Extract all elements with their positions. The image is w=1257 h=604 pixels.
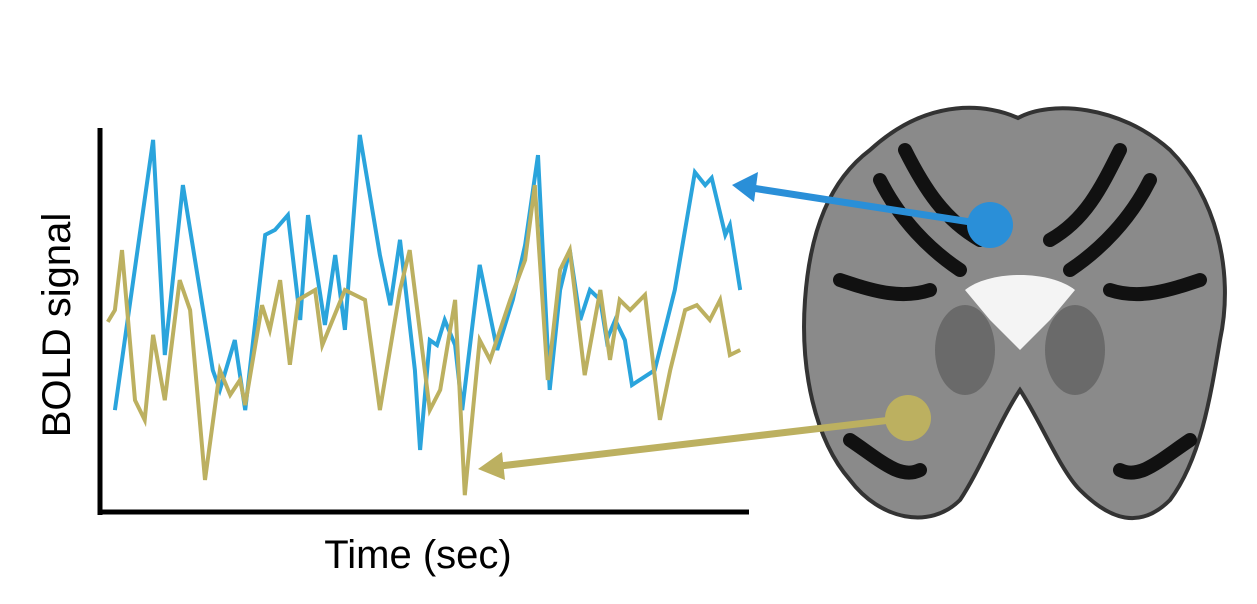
x-axis-title: Time (sec)	[324, 533, 511, 577]
pointers	[478, 172, 1013, 480]
y-axis-title: BOLD signal	[35, 213, 79, 438]
plot	[106, 134, 743, 496]
brain-slice	[802, 105, 1227, 520]
series-line	[106, 184, 742, 496]
